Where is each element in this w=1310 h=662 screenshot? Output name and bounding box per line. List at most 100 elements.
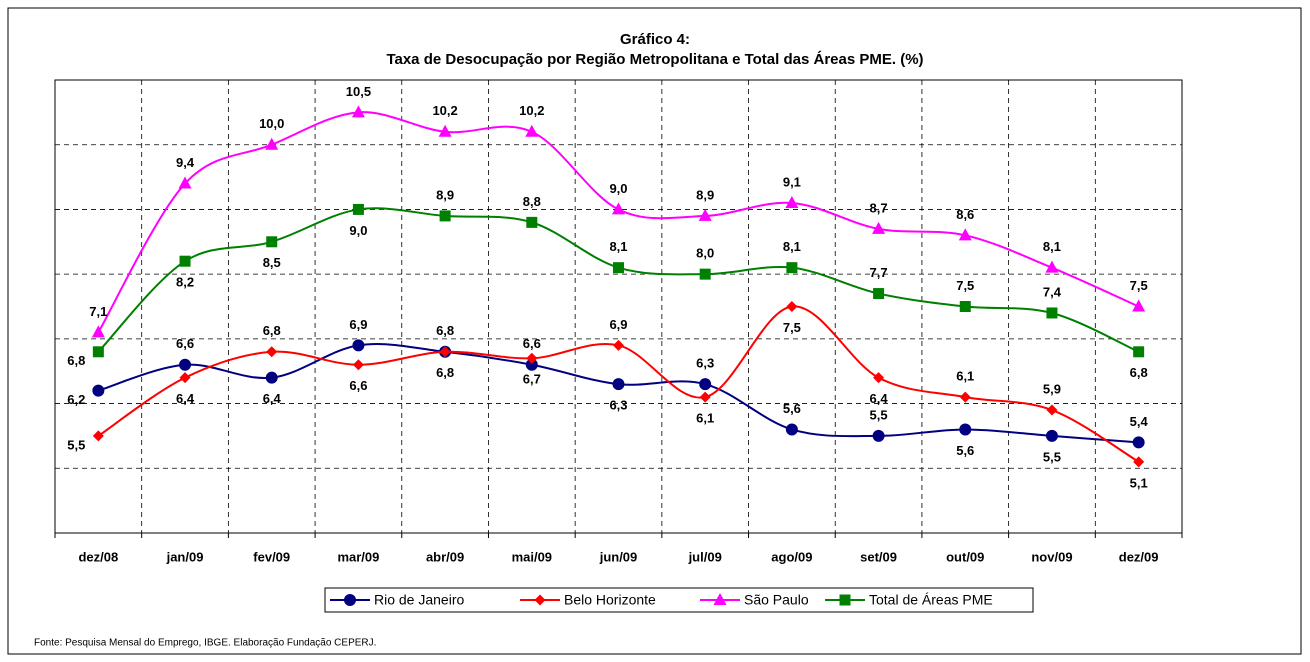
marker: [352, 339, 365, 352]
data-label: 6,7: [523, 372, 541, 387]
data-label: 5,5: [1043, 449, 1061, 464]
data-label: 6,6: [176, 336, 194, 351]
x-tick-label: jan/09: [166, 549, 204, 564]
data-label: 5,1: [1130, 475, 1148, 490]
data-label: 6,8: [263, 323, 281, 338]
x-tick-label: out/09: [946, 549, 984, 564]
marker: [873, 372, 885, 384]
marker: [699, 378, 712, 391]
data-label: 5,4: [1130, 414, 1149, 429]
marker: [1132, 436, 1145, 449]
data-label: 6,4: [870, 391, 889, 406]
marker: [1046, 404, 1058, 416]
marker: [1045, 260, 1059, 273]
data-label: 9,4: [176, 155, 195, 170]
marker: [785, 423, 798, 436]
plot-area: [54, 79, 1183, 534]
marker: [266, 346, 278, 358]
data-label: 6,8: [436, 365, 454, 380]
marker: [786, 301, 798, 312]
legend-label: Total de Áreas PME: [869, 592, 993, 608]
x-tick-label: nov/09: [1031, 549, 1072, 564]
marker: [1133, 456, 1145, 468]
data-label: 6,2: [67, 392, 85, 407]
data-label: 8,9: [436, 187, 454, 202]
marker: [179, 255, 191, 267]
marker: [613, 262, 624, 274]
data-label: 6,9: [609, 317, 627, 332]
data-label: 6,1: [696, 411, 714, 426]
marker: [344, 594, 356, 606]
marker: [265, 137, 279, 150]
marker: [526, 216, 538, 228]
marker: [438, 124, 452, 137]
marker: [959, 391, 971, 403]
x-tick-label: ago/09: [771, 549, 812, 564]
marker: [1133, 346, 1145, 358]
marker: [439, 346, 451, 358]
marker: [713, 593, 727, 605]
marker: [698, 208, 712, 221]
marker: [92, 384, 105, 397]
source-note: Fonte: Pesquisa Mensal do Emprego, IBGE.…: [34, 638, 376, 649]
data-label: 7,1: [89, 304, 107, 319]
data-label: 6,3: [609, 398, 627, 413]
marker: [351, 105, 365, 118]
data-label: 6,4: [176, 391, 195, 406]
marker: [179, 358, 192, 371]
data-label: 8,1: [609, 239, 627, 254]
data-label: 7,5: [956, 278, 974, 293]
marker: [439, 210, 451, 222]
data-label: 7,5: [783, 320, 801, 335]
marker: [613, 339, 624, 351]
marker: [178, 176, 192, 189]
data-label: 8,1: [783, 239, 801, 254]
x-tick-label: abr/09: [426, 549, 464, 564]
x-tick-label: dez/09: [1119, 549, 1159, 564]
marker: [525, 124, 539, 137]
marker: [959, 301, 971, 312]
x-tick-label: mar/09: [337, 549, 379, 564]
data-label: 9,0: [349, 223, 367, 238]
marker: [699, 391, 711, 403]
data-label: 10,0: [259, 116, 284, 131]
marker: [92, 346, 104, 358]
data-label: 7,4: [1043, 284, 1062, 299]
marker: [526, 352, 538, 364]
marker: [91, 325, 105, 338]
data-label: 6,9: [349, 317, 367, 332]
data-label: 7,5: [1130, 278, 1148, 293]
data-label: 6,8: [1130, 365, 1148, 380]
legend-label: Belo Horizonte: [564, 592, 656, 608]
marker: [352, 359, 364, 371]
data-label: 10,2: [519, 103, 544, 118]
data-label: 5,5: [870, 407, 888, 422]
data-label: 6,8: [436, 323, 454, 338]
data-label: 5,9: [1043, 381, 1061, 396]
marker: [872, 429, 885, 442]
data-label: 5,5: [67, 437, 85, 452]
data-label: 10,2: [432, 103, 457, 118]
marker: [265, 371, 278, 384]
data-label: 8,5: [263, 255, 281, 270]
x-tick-label: jul/09: [688, 549, 722, 564]
data-label: 6,1: [956, 369, 974, 384]
data-label: 8,7: [870, 200, 888, 215]
marker: [1132, 299, 1146, 312]
data-label: 9,1: [783, 174, 801, 189]
x-tick-label: mai/09: [512, 549, 552, 564]
data-label: 9,0: [609, 181, 627, 196]
x-tick-label: set/09: [860, 549, 897, 564]
marker: [839, 594, 851, 606]
legend-label: Rio de Janeiro: [374, 592, 464, 608]
marker: [534, 594, 546, 606]
legend-label: São Paulo: [744, 592, 809, 608]
data-label: 5,6: [783, 401, 801, 416]
legend: [324, 587, 1034, 613]
chart-title: Gráfico 4:: [620, 31, 690, 48]
data-label: 6,4: [263, 391, 282, 406]
marker: [785, 195, 799, 208]
marker: [699, 268, 711, 280]
marker: [958, 228, 972, 241]
